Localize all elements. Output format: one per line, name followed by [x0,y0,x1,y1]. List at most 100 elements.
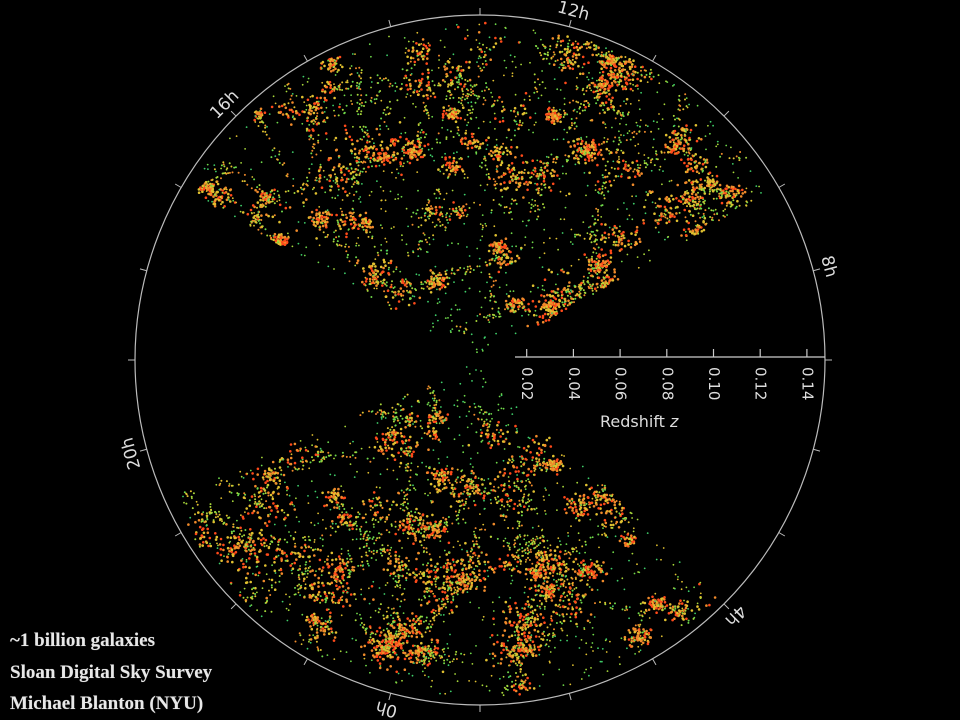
galaxy [596,238,598,241]
galaxy [500,145,503,149]
galaxy [488,152,491,156]
galaxy [538,208,541,211]
galaxy [416,134,419,137]
galaxy [430,207,434,210]
galaxy [595,252,598,255]
galaxy [229,188,233,191]
galaxy [491,257,494,260]
galaxy [697,162,700,165]
galaxy [580,601,583,604]
galaxy [612,160,615,163]
galaxy [700,138,703,141]
galaxy [556,40,559,43]
galaxy [429,89,432,92]
galaxy [558,298,561,302]
galaxy [426,68,430,72]
galaxy [401,239,403,241]
galaxy [392,151,396,154]
galaxy [260,193,263,196]
galaxy [449,78,453,82]
galaxy [382,266,385,270]
galaxy [555,312,558,315]
galaxy [517,127,520,130]
galaxy [545,115,549,119]
galaxy [618,83,621,86]
galaxy [336,56,340,60]
galaxy [596,61,599,63]
galaxy [419,248,422,251]
galaxy [240,162,243,164]
galaxy [437,218,440,221]
galaxy [695,224,697,227]
galaxy [580,102,582,105]
galaxy [540,173,542,176]
galaxy [639,164,642,167]
galaxy [563,53,566,56]
galaxy [348,260,351,263]
galaxy [403,77,406,80]
galaxy [516,177,519,179]
galaxy [428,214,432,217]
galaxy [715,197,718,200]
galaxy [365,220,368,223]
galaxy [515,123,518,126]
galaxy [678,94,681,97]
galaxy [406,498,409,501]
galaxy [366,289,369,292]
galaxy [631,218,634,221]
galaxy [405,137,408,141]
galaxy [428,282,431,286]
galaxy [566,290,568,293]
galaxy [584,105,587,109]
galaxy [625,160,627,163]
galaxy [308,103,311,107]
galaxy [260,161,263,164]
galaxy [490,91,492,94]
galaxy [211,200,214,203]
galaxy [336,183,339,186]
galaxy [456,132,459,135]
galaxy [308,171,311,174]
galaxy [413,295,416,298]
galaxy [706,161,709,164]
galaxy [593,287,597,291]
galaxy [687,227,691,231]
galaxy [667,197,671,201]
galaxy [317,107,320,110]
galaxy [455,207,458,210]
galaxy [567,155,571,158]
galaxy [376,160,379,163]
galaxy [311,188,314,191]
galaxy [316,217,320,221]
galaxy [643,130,646,133]
galaxy [600,279,604,282]
galaxy [510,325,513,327]
galaxy [475,39,478,41]
galaxy [292,184,295,187]
galaxy [414,79,418,83]
galaxy [250,168,252,171]
galaxy [610,62,614,65]
galaxy [511,178,514,181]
galaxy [607,60,611,63]
galaxy [621,608,624,611]
galaxy [586,276,589,279]
galaxy [370,81,373,83]
galaxy [483,50,486,53]
galaxy [285,90,288,93]
galaxy [381,270,385,274]
galaxy [465,328,468,331]
galaxy [683,208,686,212]
galaxy [709,179,712,182]
galaxy [368,277,372,281]
galaxy [447,176,450,178]
galaxy [701,162,705,166]
galaxy [410,215,413,218]
galaxy [625,139,628,142]
galaxy [562,66,565,70]
galaxy [428,243,431,246]
galaxy [603,87,607,91]
galaxy [453,272,455,275]
galaxy [362,267,365,270]
galaxy [657,222,660,225]
